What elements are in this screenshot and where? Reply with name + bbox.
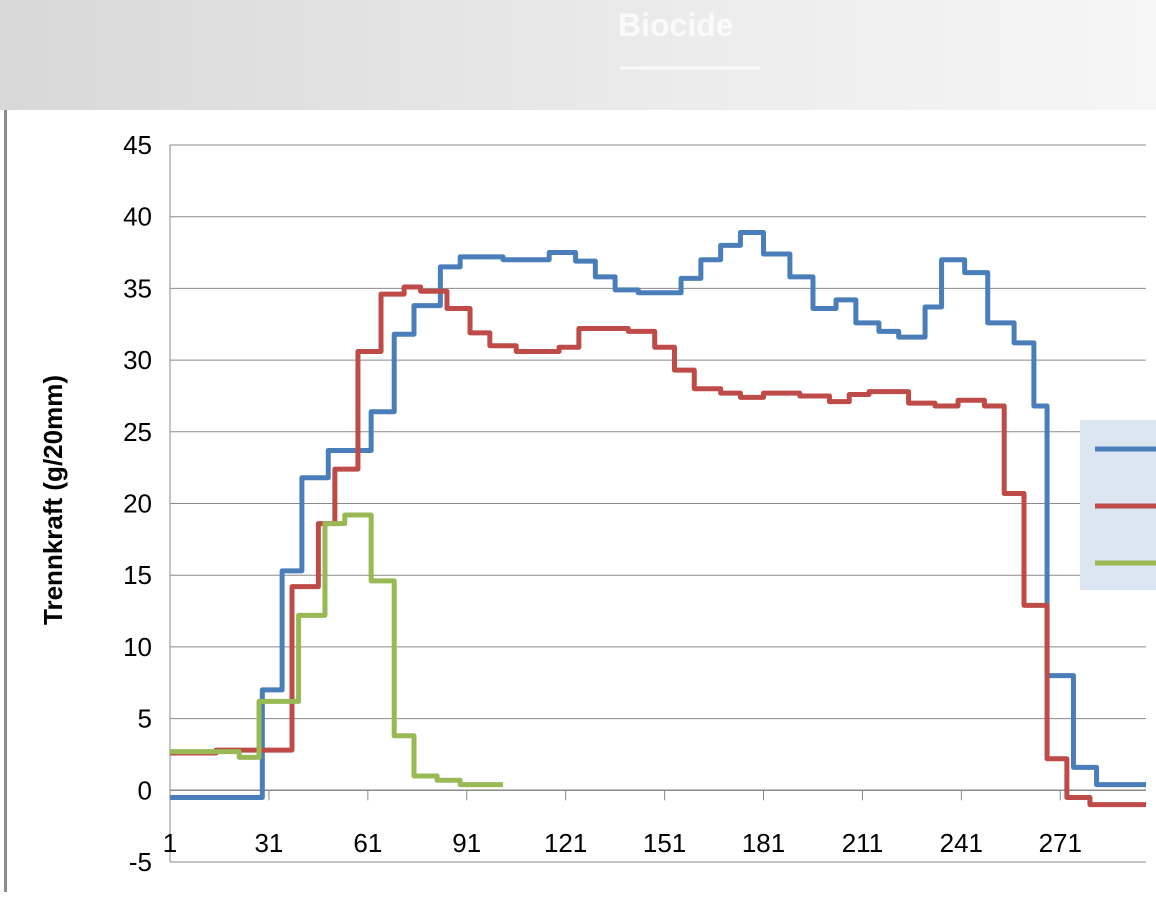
x-tick-label: 31 — [254, 828, 283, 858]
y-tick-label: 10 — [123, 632, 152, 662]
x-tick-label: 181 — [742, 828, 785, 858]
y-tick-label: 45 — [123, 130, 152, 160]
series-line — [170, 284, 1146, 808]
y-tick-label: -5 — [129, 847, 152, 877]
left-border — [4, 110, 7, 892]
y-tick-label: 35 — [123, 273, 152, 303]
x-tick-label: 271 — [1039, 828, 1082, 858]
x-tick-label: 1 — [163, 828, 177, 858]
series-line — [170, 512, 504, 788]
y-axis-label: Trennkraft (g/20mm) — [38, 375, 68, 625]
x-tick-label: 121 — [544, 828, 587, 858]
x-tick-label: 61 — [353, 828, 382, 858]
y-tick-label: 40 — [123, 202, 152, 232]
y-tick-label: 0 — [138, 775, 152, 805]
header-band — [0, 0, 1156, 110]
x-tick-label: 211 — [842, 828, 883, 858]
y-tick-label: 20 — [123, 489, 152, 519]
x-tick-label: 151 — [643, 828, 686, 858]
series-line — [170, 229, 1146, 800]
y-tick-label: 5 — [138, 704, 152, 734]
y-tick-label: 15 — [123, 560, 152, 590]
header-title: Biocide — [618, 7, 734, 43]
x-tick-label: 91 — [452, 828, 481, 858]
x-tick-label: 241 — [940, 828, 983, 858]
y-tick-label: 25 — [123, 417, 152, 447]
y-tick-label: 30 — [123, 345, 152, 375]
